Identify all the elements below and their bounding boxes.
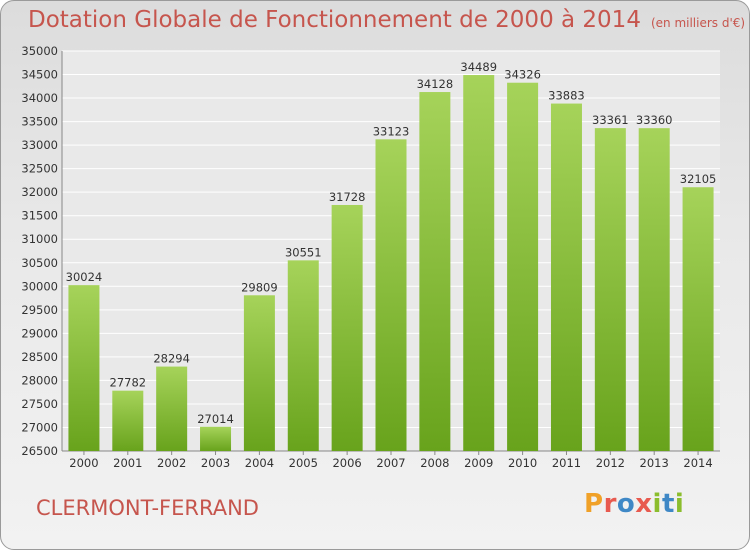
y-tick-label: 33500 <box>21 115 58 129</box>
bar <box>68 285 100 451</box>
bar <box>638 128 670 452</box>
y-tick-label: 29500 <box>21 303 58 317</box>
y-tick-label: 31500 <box>21 209 58 223</box>
x-tick-label: 2002 <box>157 456 186 470</box>
bar <box>375 139 407 451</box>
data-label: 34128 <box>417 77 454 91</box>
bar <box>682 187 714 451</box>
x-tick-label: 2000 <box>69 456 98 470</box>
bar <box>550 103 582 452</box>
x-tick-label: 2012 <box>596 456 625 470</box>
bar <box>112 390 144 451</box>
y-tick-label: 34500 <box>21 68 58 82</box>
data-label: 30551 <box>285 245 322 259</box>
data-label: 34489 <box>460 60 497 74</box>
bar <box>419 92 451 452</box>
x-tick-label: 2006 <box>332 456 361 470</box>
y-tick-label: 32500 <box>21 162 58 176</box>
chart-unit: (en milliers d'€) <box>650 16 746 30</box>
bar <box>243 295 275 451</box>
x-tick-label: 2005 <box>289 456 318 470</box>
data-label: 27782 <box>110 376 147 390</box>
y-tick-label: 31000 <box>21 232 58 246</box>
data-label: 29809 <box>241 280 278 294</box>
bar <box>594 128 626 452</box>
data-label: 28294 <box>153 352 190 366</box>
data-label: 32105 <box>680 172 717 186</box>
y-tick-label: 30500 <box>21 256 58 270</box>
x-tick-label: 2004 <box>245 456 274 470</box>
data-label: 30024 <box>66 270 103 284</box>
x-tick-label: 2003 <box>201 456 230 470</box>
data-label: 33361 <box>592 113 629 127</box>
data-label: 34326 <box>504 68 541 82</box>
data-label: 31728 <box>329 190 366 204</box>
city-name: CLERMONT-FERRAND <box>36 496 259 520</box>
bar <box>507 82 539 451</box>
y-tick-label: 35000 <box>21 44 58 58</box>
chart-title: Dotation Globale de Fonctionnement de 20… <box>28 7 745 33</box>
y-tick-label: 34000 <box>21 91 58 105</box>
y-tick-label: 32000 <box>21 185 58 199</box>
data-label: 33883 <box>548 89 585 103</box>
bar <box>200 426 232 451</box>
x-tick-label: 2014 <box>683 456 712 470</box>
data-label: 33123 <box>373 124 410 138</box>
y-tick-label: 30000 <box>21 279 58 293</box>
x-tick-label: 2013 <box>640 456 669 470</box>
x-tick-label: 2008 <box>420 456 449 470</box>
y-tick-label: 33000 <box>21 138 58 152</box>
data-label: 33360 <box>636 113 673 127</box>
y-tick-label: 27000 <box>21 420 58 434</box>
bar <box>287 260 319 451</box>
y-tick-label: 27500 <box>21 397 58 411</box>
x-tick-label: 2011 <box>552 456 581 470</box>
chart-title-text: Dotation Globale de Fonctionnement de 20… <box>28 7 641 33</box>
y-tick-label: 26500 <box>21 444 58 458</box>
data-label: 27014 <box>197 412 234 426</box>
y-tick-label: 28500 <box>21 350 58 364</box>
x-tick-label: 2010 <box>508 456 537 470</box>
bar <box>156 366 188 451</box>
x-tick-label: 2007 <box>376 456 405 470</box>
bar <box>331 204 363 451</box>
bar <box>463 75 495 451</box>
y-tick-label: 28000 <box>21 373 58 387</box>
x-tick-label: 2009 <box>464 456 493 470</box>
y-tick-label: 29000 <box>21 326 58 340</box>
x-tick-label: 2001 <box>113 456 142 470</box>
proxiti-logo: Proxiti <box>584 489 685 519</box>
